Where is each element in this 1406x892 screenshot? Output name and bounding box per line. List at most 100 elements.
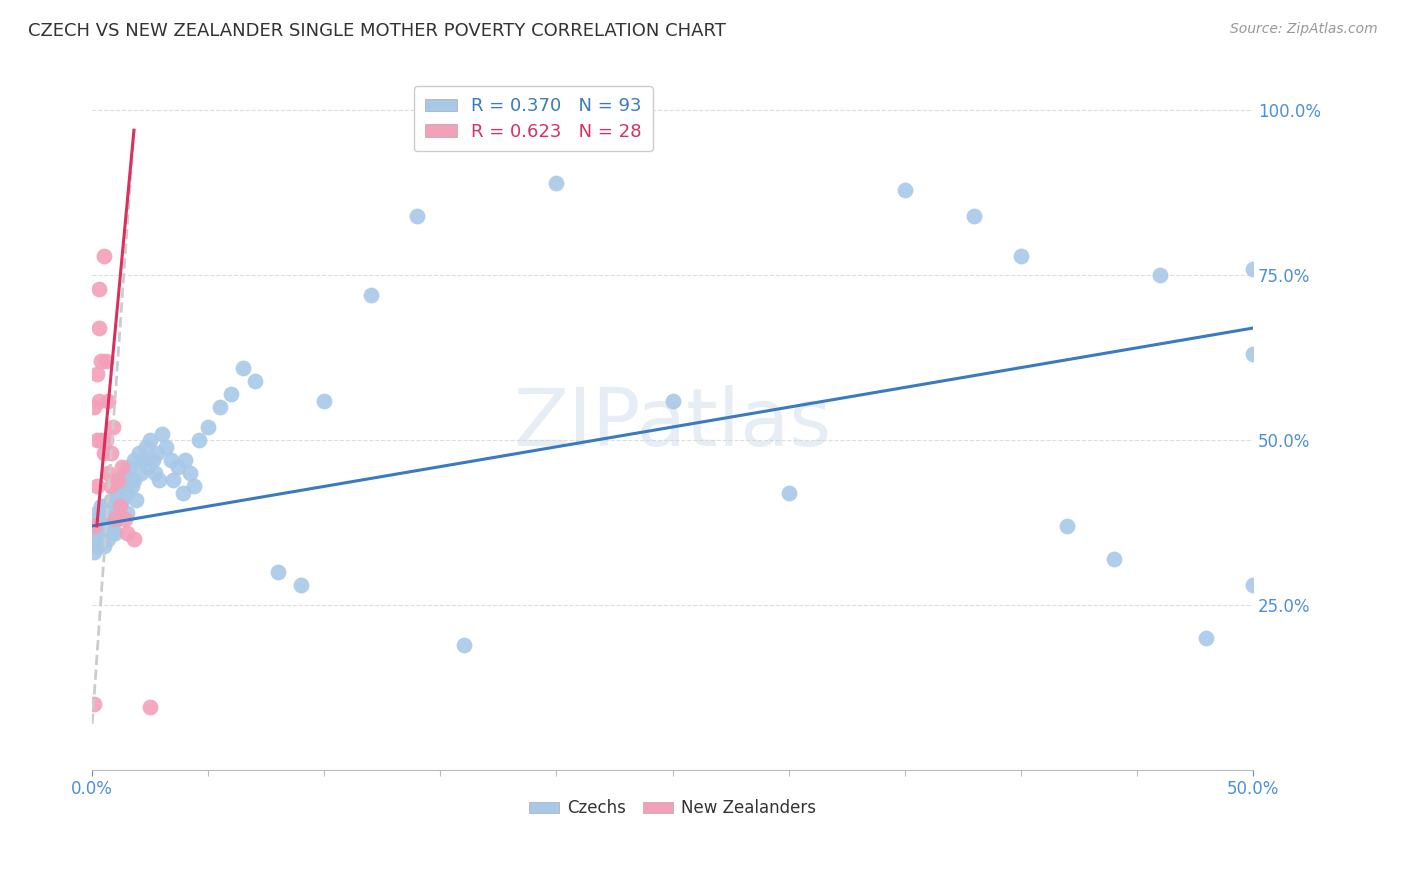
Point — [122, 532, 145, 546]
Point — [243, 374, 266, 388]
Point — [97, 519, 120, 533]
Point — [290, 578, 312, 592]
Point — [101, 420, 124, 434]
Point — [963, 209, 986, 223]
Point — [108, 499, 131, 513]
Point — [125, 492, 148, 507]
Point — [93, 499, 115, 513]
Point — [101, 519, 124, 533]
Point — [136, 459, 159, 474]
Point — [188, 434, 211, 448]
Point — [104, 525, 127, 540]
Text: Source: ZipAtlas.com: Source: ZipAtlas.com — [1230, 22, 1378, 37]
Point — [406, 209, 429, 223]
Point — [128, 446, 150, 460]
Point — [108, 479, 131, 493]
Point — [141, 453, 163, 467]
Point — [89, 525, 111, 540]
Point — [121, 479, 143, 493]
Point — [93, 446, 115, 460]
Text: ZIPatlas: ZIPatlas — [513, 384, 831, 463]
Point — [93, 525, 115, 540]
Point — [86, 525, 108, 540]
Point — [122, 453, 145, 467]
Point — [139, 700, 162, 714]
Point — [160, 453, 183, 467]
Point — [150, 426, 173, 441]
Point — [221, 387, 243, 401]
Point — [162, 473, 184, 487]
Point — [90, 499, 112, 513]
Point — [314, 393, 336, 408]
Point — [107, 506, 129, 520]
Point — [97, 499, 120, 513]
Point — [89, 532, 111, 546]
Legend: Czechs, New Zealanders: Czechs, New Zealanders — [522, 793, 823, 824]
Point — [83, 519, 105, 533]
Point — [129, 466, 152, 480]
Point — [89, 393, 111, 408]
Point — [90, 519, 112, 533]
Point — [232, 360, 254, 375]
Point — [1102, 552, 1125, 566]
Point — [97, 532, 120, 546]
Point — [146, 446, 169, 460]
Point — [104, 512, 127, 526]
Point — [114, 512, 136, 526]
Point — [83, 697, 105, 711]
Point — [453, 638, 475, 652]
Point — [83, 519, 105, 533]
Point — [89, 321, 111, 335]
Point — [94, 354, 117, 368]
Point — [208, 401, 231, 415]
Text: CZECH VS NEW ZEALANDER SINGLE MOTHER POVERTY CORRELATION CHART: CZECH VS NEW ZEALANDER SINGLE MOTHER POV… — [28, 22, 725, 40]
Point — [893, 183, 915, 197]
Point — [101, 506, 124, 520]
Point — [115, 525, 138, 540]
Point — [174, 453, 197, 467]
Point — [89, 512, 111, 526]
Point — [114, 466, 136, 480]
Point — [183, 479, 205, 493]
Point — [86, 506, 108, 520]
Point — [93, 512, 115, 526]
Point — [93, 519, 115, 533]
Point — [115, 486, 138, 500]
Point — [132, 453, 155, 467]
Point — [97, 393, 120, 408]
Point — [93, 248, 115, 262]
Point — [135, 440, 157, 454]
Point — [1241, 578, 1264, 592]
Point — [1195, 631, 1218, 645]
Point — [104, 486, 127, 500]
Point — [546, 176, 568, 190]
Point — [167, 459, 190, 474]
Point — [172, 486, 194, 500]
Point — [86, 368, 108, 382]
Point — [139, 434, 162, 448]
Point — [94, 525, 117, 540]
Point — [90, 532, 112, 546]
Point — [86, 539, 108, 553]
Point — [155, 440, 177, 454]
Point — [83, 545, 105, 559]
Point — [100, 492, 122, 507]
Point — [89, 519, 111, 533]
Point — [1149, 268, 1171, 283]
Point — [86, 512, 108, 526]
Point — [100, 512, 122, 526]
Point — [101, 499, 124, 513]
Point — [111, 492, 134, 507]
Point — [104, 512, 127, 526]
Point — [93, 539, 115, 553]
Point — [107, 473, 129, 487]
Point — [122, 473, 145, 487]
Point — [97, 466, 120, 480]
Point — [90, 512, 112, 526]
Point — [179, 466, 201, 480]
Point — [100, 479, 122, 493]
Point — [118, 459, 141, 474]
Point — [94, 506, 117, 520]
Point — [94, 434, 117, 448]
Point — [360, 288, 382, 302]
